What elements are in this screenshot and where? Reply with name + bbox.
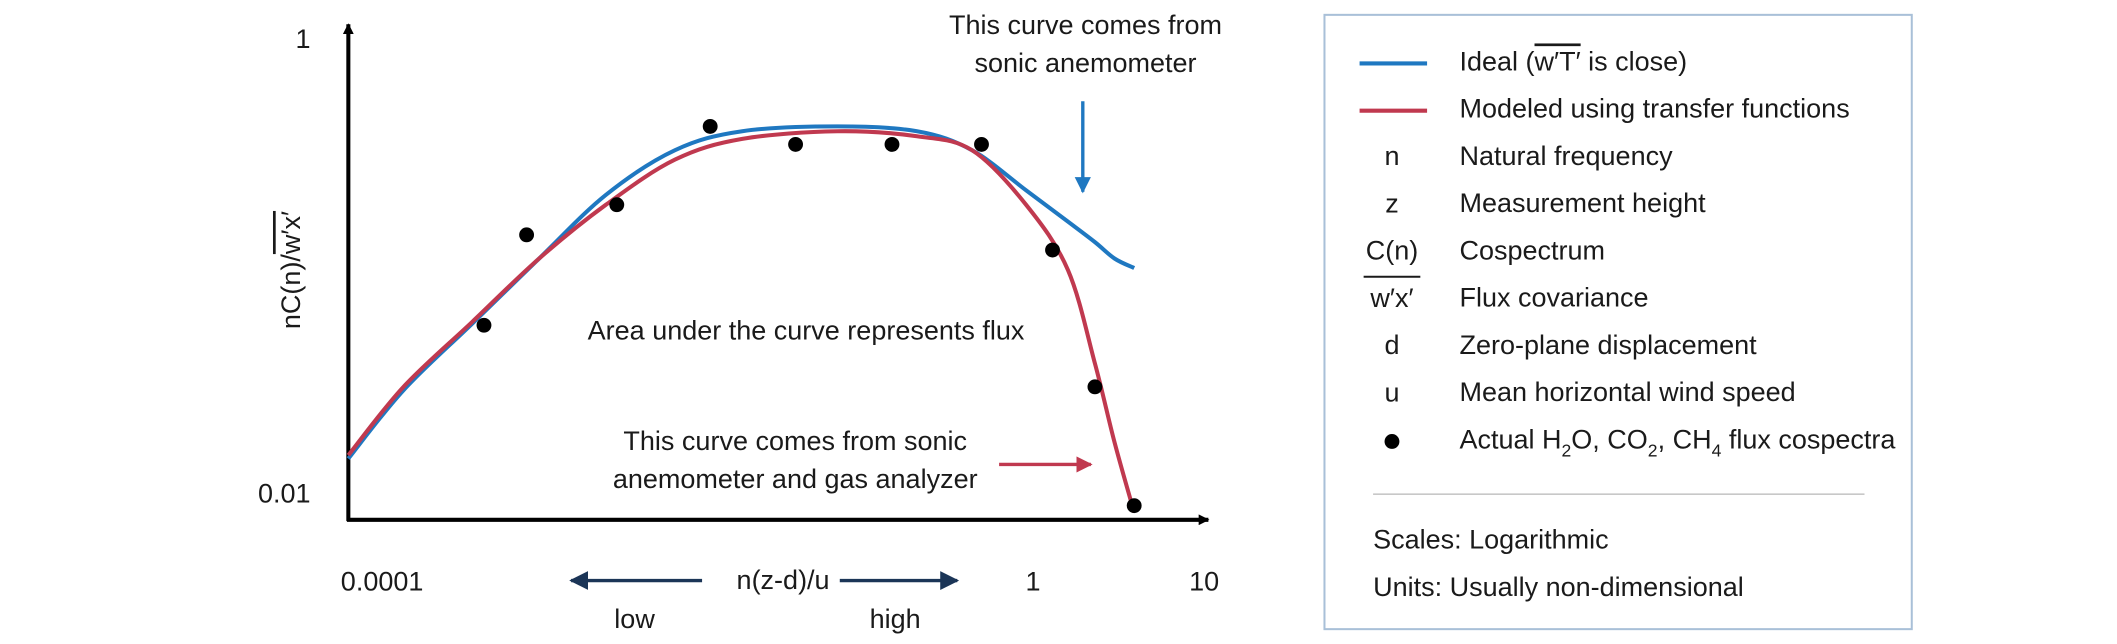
curve [346, 124, 1136, 460]
x-tick-label: 0.0001 [341, 566, 424, 596]
annotation: sonic anemometer [974, 48, 1196, 78]
data-point [1126, 498, 1142, 514]
text-part: Zero-plane displacement [1459, 330, 1757, 360]
legend-symbol: C(n) [1366, 236, 1419, 266]
x-low-label: low [614, 604, 655, 634]
data-point [884, 136, 900, 152]
legend-symbol: d [1384, 330, 1399, 360]
legend-label: Cospectrum [1459, 236, 1605, 266]
annotation: This curve comes from sonic [623, 426, 967, 456]
data-point [1087, 379, 1103, 395]
text-part: flux cospectra [1721, 425, 1896, 455]
legend-label: Natural frequency [1459, 141, 1673, 171]
legend-symbol: n [1384, 141, 1399, 171]
x-high-label: high [870, 604, 921, 634]
legend-label: Flux covariance [1459, 283, 1648, 313]
y-tick-label: 1 [296, 24, 311, 54]
note: Units: Usually non-dimensional [1373, 572, 1744, 602]
legend-box [1323, 13, 1913, 631]
text-part: , CH [1658, 425, 1712, 455]
text-part: w′x′ [276, 211, 306, 255]
data-point [609, 197, 625, 213]
text-part: w′T′ [1534, 47, 1581, 77]
x-tick-label: 1 [1026, 566, 1041, 596]
data-point [974, 136, 989, 152]
text-part: 2 [1562, 440, 1572, 460]
note: Scales: Logarithmic [1373, 525, 1609, 555]
legend-label: Actual H2O, CO2, CH4 flux cospectra [1459, 425, 1896, 461]
text-part: Measurement height [1459, 188, 1706, 218]
text-part: Flux covariance [1459, 283, 1648, 313]
data-point [476, 317, 492, 333]
annotation: Area under the curve represents flux [588, 315, 1025, 345]
text-part: Actual H [1459, 425, 1561, 455]
data-point [1045, 242, 1060, 258]
data-point [702, 118, 718, 134]
curve [346, 129, 1137, 514]
text-part: Cospectrum [1459, 236, 1605, 266]
text-part: nC(n)/ [276, 254, 306, 330]
annotation: This curve comes from [949, 10, 1222, 40]
x-tick-label: 10 [1189, 566, 1219, 596]
text-part: Ideal ( [1459, 47, 1534, 77]
text-part: 4 [1712, 440, 1722, 460]
y-tick-label: 0.01 [258, 478, 311, 508]
annotation: anemometer and gas analyzer [613, 464, 978, 494]
y-axis-label: nC(n)/w′x′ [276, 211, 306, 329]
legend-symbol: z [1385, 188, 1399, 218]
text-part: Modeled using transfer functions [1459, 94, 1849, 124]
legend-swatch [1384, 434, 1400, 449]
text-part: 2 [1648, 440, 1658, 460]
legend-symbol: u [1384, 377, 1399, 407]
text-part: O, CO [1571, 425, 1648, 455]
legend-label: Ideal (w′T′ is close) [1459, 47, 1687, 77]
x-axis-label: n(z-d)/u [737, 565, 830, 595]
legend-label: Modeled using transfer functions [1459, 94, 1849, 124]
text-part: Mean horizontal wind speed [1459, 377, 1795, 407]
data-point [788, 136, 803, 152]
legend-label: Zero-plane displacement [1459, 330, 1757, 360]
text-part: is close) [1581, 47, 1688, 77]
legend-symbol: w′x′ [1369, 283, 1413, 313]
legend-label: Mean horizontal wind speed [1459, 377, 1795, 407]
legend-label: Measurement height [1459, 188, 1706, 218]
text-part: Natural frequency [1459, 141, 1673, 171]
data-point [519, 227, 535, 243]
